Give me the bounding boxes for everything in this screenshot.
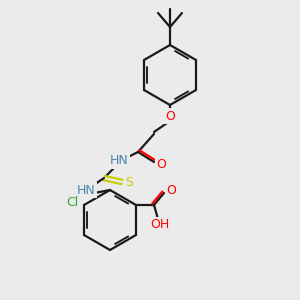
Text: O: O [156,158,166,170]
Text: O: O [165,110,175,122]
Text: OH: OH [150,218,170,232]
Text: HN: HN [110,154,128,167]
Text: Cl: Cl [66,196,78,208]
Text: S: S [125,176,133,188]
Text: HN: HN [76,184,95,196]
Text: O: O [166,184,176,197]
